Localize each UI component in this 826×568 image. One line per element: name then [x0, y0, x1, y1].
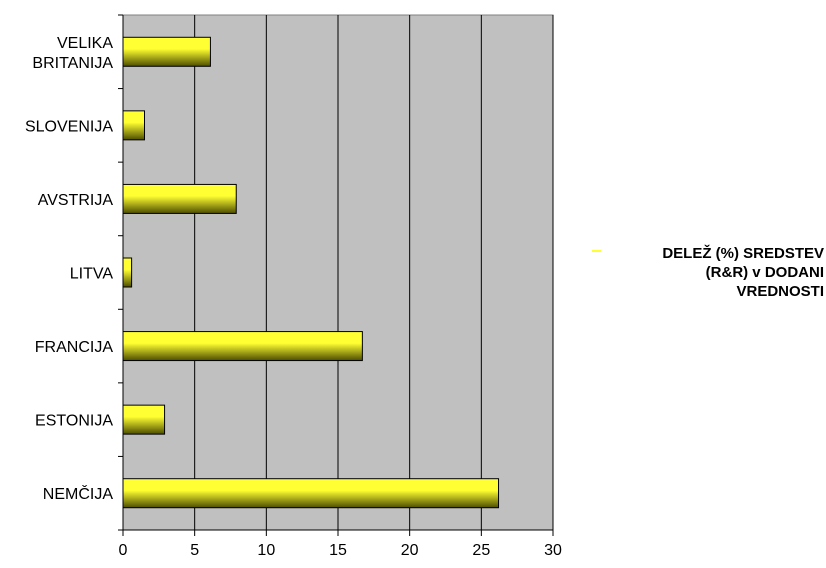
category-label: VELIKA BRITANIJA: [32, 35, 113, 72]
bar: [122, 183, 237, 214]
x-tick-label: 15: [329, 542, 347, 559]
x-tick-label: 0: [119, 542, 128, 559]
category-label: NEMČIJA: [43, 484, 114, 503]
bar: [122, 110, 145, 141]
legend-swatch: [592, 250, 601, 252]
category-label: FRANCIJA: [35, 339, 114, 356]
x-tick-label: 25: [472, 542, 490, 559]
bar: [122, 331, 363, 362]
legend-series-name: DELEŽ (%) SREDSTEV (R&R) v DODANI VREDNO…: [662, 245, 824, 300]
bar: [122, 478, 500, 509]
bar: [122, 404, 166, 435]
category-label: ESTONIJA: [35, 413, 113, 430]
x-tick-label: 10: [257, 542, 275, 559]
category-label: AVSTRIJA: [38, 192, 114, 209]
category-label: SLOVENIJA: [25, 118, 113, 135]
bar: [122, 36, 211, 67]
category-label: LITVA: [70, 266, 114, 283]
x-tick-label: 5: [190, 542, 199, 559]
bar: [122, 257, 133, 288]
x-tick-label: 30: [544, 542, 562, 559]
x-tick-label: 20: [401, 542, 419, 559]
